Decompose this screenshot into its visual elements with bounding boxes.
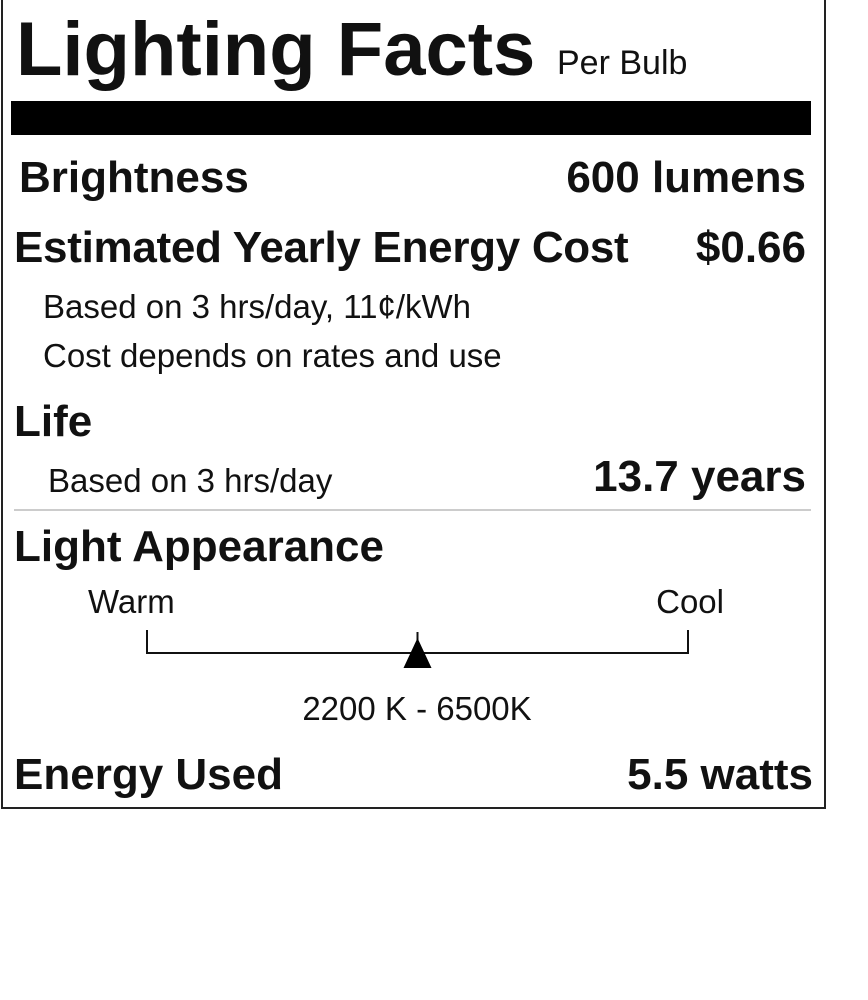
warm-label: Warm — [88, 583, 175, 620]
energy-used-value: 5.5 watts — [627, 750, 813, 799]
energy-cost-value: $0.66 — [695, 223, 806, 272]
cool-label: Cool — [656, 583, 724, 620]
life-value: 13.7 years — [593, 452, 806, 501]
scale-marker-icon — [403, 632, 432, 668]
brightness-value: 600 lumens — [566, 153, 806, 202]
section-divider — [14, 509, 811, 511]
energy-used-label: Energy Used — [14, 750, 283, 799]
life-note: Based on 3 hrs/day — [48, 462, 333, 499]
lighting-facts-label — [1, 0, 826, 809]
label-subtitle: Per Bulb — [557, 44, 688, 82]
energy-cost-note-basis: Based on 3 hrs/day, 11¢/kWh — [43, 288, 472, 325]
brightness-label: Brightness — [19, 153, 249, 202]
label-title: Lighting Facts — [16, 7, 536, 92]
life-label: Life — [14, 397, 93, 446]
energy-cost-label: Estimated Yearly Energy Cost — [14, 223, 629, 272]
header-divider-bar — [11, 101, 811, 135]
color-temperature-range: 2200 K - 6500K — [302, 690, 532, 727]
energy-cost-note-rates: Cost depends on rates and use — [43, 337, 502, 374]
light-appearance-label: Light Appearance — [14, 522, 384, 571]
